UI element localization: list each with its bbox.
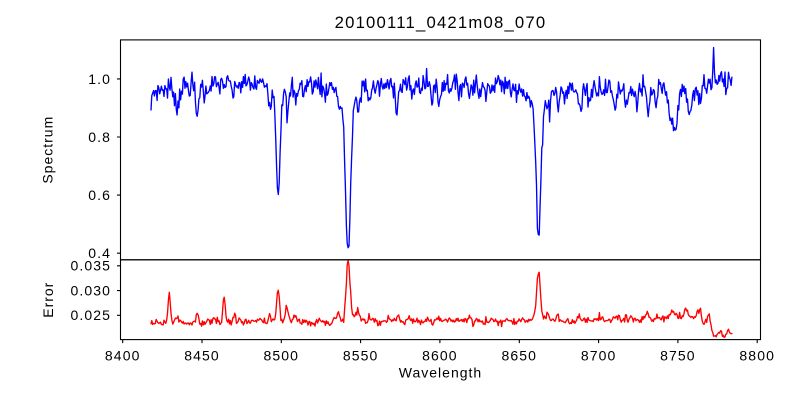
svg-text:1.0: 1.0 [88, 71, 111, 87]
svg-text:0.030: 0.030 [70, 282, 111, 298]
svg-text:8400: 8400 [105, 348, 141, 364]
svg-text:20100111_0421m08_070: 20100111_0421m08_070 [335, 13, 547, 32]
svg-text:0.025: 0.025 [70, 307, 111, 323]
svg-text:8800: 8800 [739, 348, 775, 364]
svg-text:8600: 8600 [422, 348, 458, 364]
svg-text:0.035: 0.035 [70, 258, 111, 274]
svg-text:8500: 8500 [264, 348, 300, 364]
svg-text:8700: 8700 [581, 348, 617, 364]
svg-text:8450: 8450 [184, 348, 220, 364]
svg-text:0.8: 0.8 [88, 129, 111, 145]
svg-text:0.4: 0.4 [88, 245, 111, 261]
svg-text:8750: 8750 [660, 348, 696, 364]
svg-text:Spectrum: Spectrum [40, 116, 56, 184]
svg-text:Error: Error [40, 282, 56, 318]
svg-text:0.6: 0.6 [88, 187, 111, 203]
svg-text:Wavelength: Wavelength [399, 365, 482, 381]
svg-text:8650: 8650 [502, 348, 538, 364]
svg-text:8550: 8550 [343, 348, 379, 364]
